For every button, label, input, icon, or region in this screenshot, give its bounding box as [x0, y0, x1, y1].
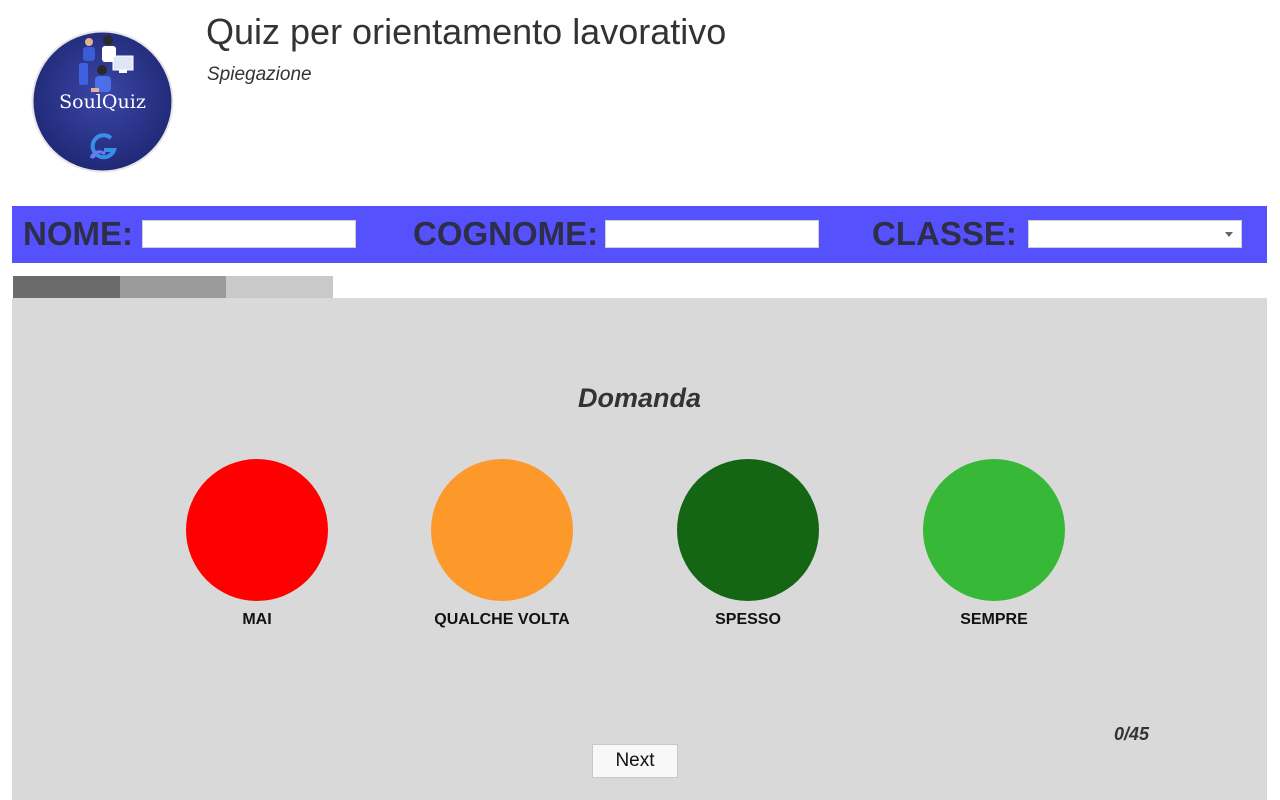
- answer-option-qualche-volta[interactable]: QUALCHE VOLTA: [402, 459, 602, 629]
- nome-label: NOME:: [23, 215, 133, 252]
- progress-segment: [119, 276, 227, 298]
- chevron-down-icon: [1225, 232, 1233, 237]
- answer-option-mai[interactable]: MAI: [157, 459, 357, 629]
- answer-circle-red[interactable]: [186, 459, 328, 601]
- progress-segment: [226, 276, 333, 298]
- classe-select[interactable]: [1028, 220, 1242, 248]
- question-text: Domanda: [577, 383, 702, 413]
- page-title: Quiz per orientamento lavorativo: [206, 11, 727, 52]
- answer-option-spesso[interactable]: SPESSO: [648, 459, 848, 629]
- classe-label: CLASSE:: [872, 215, 1017, 252]
- answer-label: SPESSO: [715, 611, 781, 628]
- page-subtitle: Spiegazione: [207, 64, 312, 85]
- answer-label: QUALCHE VOLTA: [434, 611, 570, 628]
- quiz-panel: Domanda MAI QUALCHE VOLTA SPESSO SEMPRE …: [12, 298, 1267, 800]
- progress-segment: [13, 276, 120, 298]
- answer-label: MAI: [242, 611, 272, 628]
- soulquiz-logo: SoulQuiz: [31, 30, 174, 173]
- answer-circle-dark-green[interactable]: [677, 459, 819, 601]
- question-counter: 0/45: [1114, 724, 1150, 744]
- quiz-progress-bar: [13, 276, 333, 298]
- answer-label: SEMPRE: [960, 611, 1028, 628]
- cognome-label: COGNOME:: [413, 215, 599, 252]
- g-logo-icon: [89, 133, 117, 160]
- logo-text: SoulQuiz: [59, 91, 146, 113]
- nome-input[interactable]: [142, 220, 356, 248]
- answer-circle-orange[interactable]: [431, 459, 573, 601]
- cognome-input[interactable]: [605, 220, 819, 248]
- next-button[interactable]: Next: [592, 744, 678, 778]
- people-illustration-icon: [79, 35, 134, 92]
- answer-option-sempre[interactable]: SEMPRE: [894, 459, 1094, 629]
- answer-circle-green[interactable]: [923, 459, 1065, 601]
- student-info-bar: NOME: COGNOME: CLASSE:: [12, 206, 1267, 263]
